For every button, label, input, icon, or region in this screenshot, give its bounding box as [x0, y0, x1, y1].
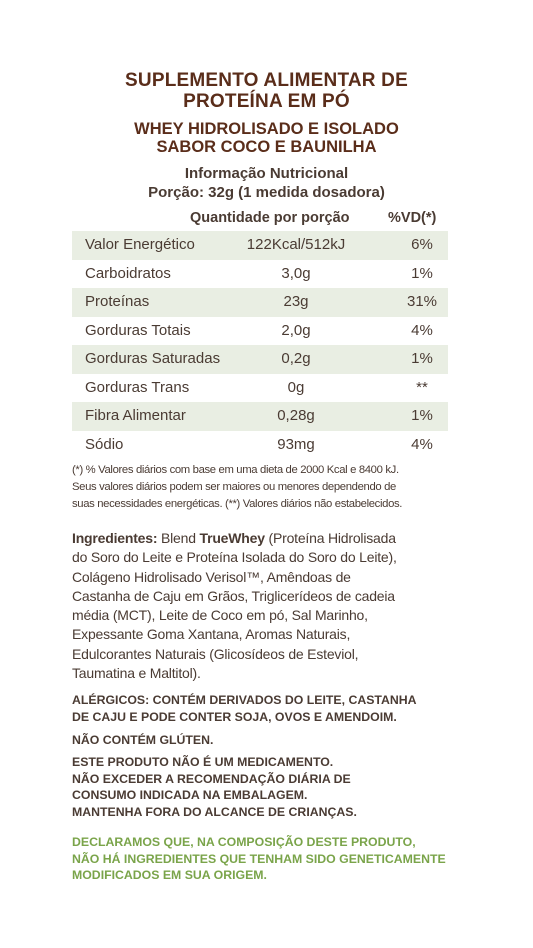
ingredients-text: média (MCT), Leite de Coco em pó, Sal Ma… [72, 607, 368, 624]
footnote-line: Seus valores diários podem ser maiores o… [72, 481, 396, 493]
nutrient-value: 2,0g [281, 321, 311, 339]
title-line-2: PROTEÍNA EM PÓ [183, 91, 350, 112]
ingredients-text: do Soro do Leite e Proteína Isolada do S… [72, 549, 397, 566]
portion-size: Porção: 32g (1 medida dosadora) [148, 184, 385, 201]
nutrient-value: 93mg [277, 435, 315, 453]
nutrient-vd: 6% [411, 236, 433, 253]
gmo-line: DECLARAMOS QUE, NA COMPOSIÇÃO DESTE PROD… [72, 835, 416, 849]
allergen-warning: ALÉRGICOS: CONTÉM DERIVADOS DO LEITE, CA… [72, 692, 492, 726]
table-row: Carboidratos 3,0g 1% [72, 260, 448, 289]
nutrient-vd: 1% [411, 407, 433, 424]
nutrient-vd: 1% [411, 264, 433, 282]
ingredients-brand: TrueWhey [199, 530, 266, 546]
nutrition-footnote: (*) % Valores diários com base em uma di… [72, 462, 472, 513]
product-warnings: ESTE PRODUTO NÃO É UM MEDICAMENTO. NÃO E… [72, 754, 492, 820]
subtitle-line-2: SABOR COCO E BAUNILHA [156, 138, 377, 156]
product-subtitle: WHEY HIDROLISADO E ISOLADO SABOR COCO E … [0, 120, 533, 156]
ingredients-text: Colágeno Hidrolisado Verisol™, Amêndoas … [72, 568, 351, 585]
nutrition-title: Informação Nutricional [184, 165, 349, 182]
nutrient-vd: 4% [411, 435, 433, 453]
ingredients-text: Expessante Goma Xantana, Aromas Naturais… [72, 626, 351, 643]
table-row: Valor Energético 122Kcal/512kJ 6% [72, 231, 448, 260]
allergen-line: ALÉRGICOS: CONTÉM DERIVADOS DO LEITE, CA… [72, 693, 417, 707]
nutrient-value: 0,2g [281, 350, 311, 367]
ingredients-pre: Blend [157, 530, 200, 546]
footnote-line: (*) % Valores diários com base em uma di… [72, 464, 399, 476]
nutrient-name: Fibra Alimentar [85, 407, 186, 424]
subtitle-line-1: WHEY HIDROLISADO E ISOLADO [134, 120, 399, 138]
table-row: Gorduras Saturadas 0,2g 1% [72, 345, 448, 374]
ingredients-text: Taumatina e Maltitol). [72, 665, 201, 682]
nutrient-value: 0g [287, 378, 305, 396]
nutrition-heading: Informação Nutricional Porção: 32g (1 me… [0, 164, 533, 202]
nutrient-vd: 31% [406, 293, 438, 310]
ingredients-text: Castanha de Caju em Grãos, Triglicerídeo… [72, 587, 395, 604]
nutrient-value: 23g [283, 293, 309, 310]
nutrient-vd: ** [416, 378, 428, 396]
gmo-declaration: DECLARAMOS QUE, NA COMPOSIÇÃO DESTE PROD… [72, 834, 492, 884]
nutrient-name: Gorduras Totais [85, 321, 191, 339]
nutrient-name: Carboidratos [85, 264, 171, 282]
product-title: SUPLEMENTO ALIMENTAR DE PROTEÍNA EM PÓ [0, 70, 533, 112]
table-row: Gorduras Totais 2,0g 4% [72, 317, 448, 346]
nutrient-value: 3,0g [281, 264, 311, 282]
nutrient-name: Gorduras Saturadas [85, 350, 221, 367]
nutrition-table: Valor Energético 122Kcal/512kJ 6% Carboi… [72, 231, 448, 459]
warning-line: MANTENHA FORA DO ALCANCE DE CRIANÇAS. [72, 804, 357, 819]
column-vd-header: %VD(*) [388, 210, 437, 226]
gluten-notice: NÃO CONTÉM GLÚTEN. [72, 733, 214, 747]
nutrient-vd: 1% [411, 350, 433, 367]
warning-line: ESTE PRODUTO NÃO É UM MEDICAMENTO. [72, 755, 334, 769]
ingredients-text: Edulcorantes Naturais (Glicosídeos de Es… [72, 645, 359, 662]
nutrient-name: Valor Energético [85, 236, 195, 253]
nutrient-name: Sódio [85, 435, 124, 453]
column-quantity-header: Quantidade por porção [190, 210, 350, 226]
gmo-line: NÃO HÁ INGREDIENTES QUE TENHAM SIDO GENE… [72, 851, 446, 866]
ingredients-label: Ingredientes: [72, 530, 158, 546]
footnote-line: suas necessidades energéticas. (**) Valo… [72, 498, 403, 510]
ingredients-text: (Proteína Hidrolisada [264, 530, 397, 546]
table-row: Fibra Alimentar 0,28g 1% [72, 402, 448, 431]
nutrient-name: Gorduras Trans [85, 378, 190, 396]
title-line-1: SUPLEMENTO ALIMENTAR DE [125, 70, 408, 91]
warning-line: NÃO EXCEDER A RECOMENDAÇÃO DIÁRIA DE [72, 771, 351, 786]
nutrition-table-header: Quantidade por porção %VD(*) [0, 208, 533, 230]
allergen-line: DE CAJU E PODE CONTER SOJA, OVOS E AMEND… [72, 710, 397, 724]
ingredients-block: Ingredientes: Blend TrueWhey (Proteína H… [72, 529, 472, 683]
nutrient-value: 0,28g [277, 407, 315, 424]
nutrient-vd: 4% [411, 321, 433, 339]
ingredients-first-line: Ingredientes: Blend TrueWhey (Proteína H… [72, 529, 472, 548]
warning-line: CONSUMO INDICADA NA EMBALAGEM. [72, 788, 308, 802]
table-row: Gorduras Trans 0g ** [72, 374, 448, 403]
table-row: Sódio 93mg 4% [72, 431, 448, 460]
table-row: Proteínas 23g 31% [72, 288, 448, 317]
gmo-line: MODIFICADOS EM SUA ORIGEM. [72, 868, 267, 882]
nutrient-name: Proteínas [85, 293, 150, 310]
nutrient-value: 122Kcal/512kJ [246, 236, 346, 253]
